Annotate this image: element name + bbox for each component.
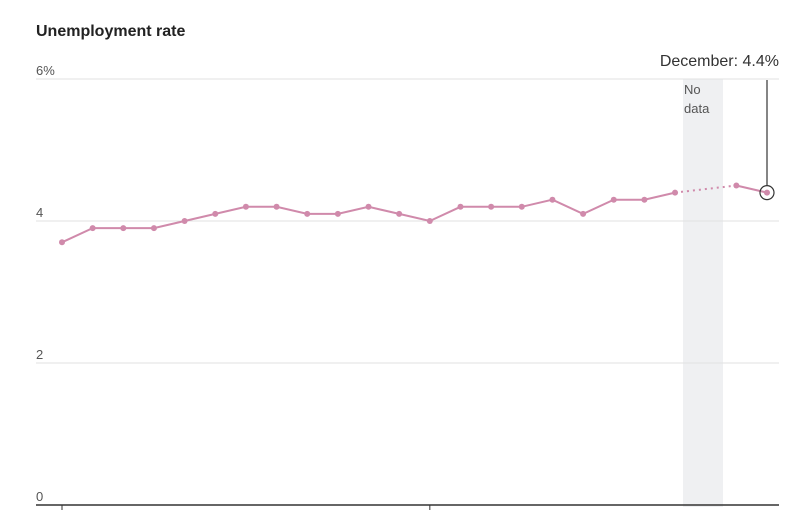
y-tick-label: 2 [36,347,43,362]
point [89,225,96,232]
no-data-shade [683,79,723,507]
line [61,184,768,244]
annotation: December: 4.4% [660,53,779,70]
point [304,210,311,217]
shade-label: data [684,101,710,116]
point [580,210,587,217]
point [549,196,556,203]
point [273,203,280,210]
point [120,225,127,232]
point [242,203,249,210]
point [181,218,188,224]
point [334,210,341,217]
point [488,203,495,210]
y-tick-label: 0 [36,489,43,504]
annotation-ring [759,185,775,201]
point [733,182,740,189]
point [426,218,433,224]
point [764,189,770,196]
shade-label: No [684,82,701,97]
point [518,203,525,210]
y-tick-label: 6% [36,63,55,78]
point [610,196,617,203]
point [672,189,679,196]
point [396,210,403,217]
point [59,239,65,246]
point [365,203,372,210]
y-tick-label: 4 [36,205,43,220]
point [641,196,648,203]
point [150,225,157,232]
chart-title: Unemployment rate [36,23,185,40]
gap-bridge [674,184,737,194]
point [457,203,464,210]
point [212,210,219,217]
